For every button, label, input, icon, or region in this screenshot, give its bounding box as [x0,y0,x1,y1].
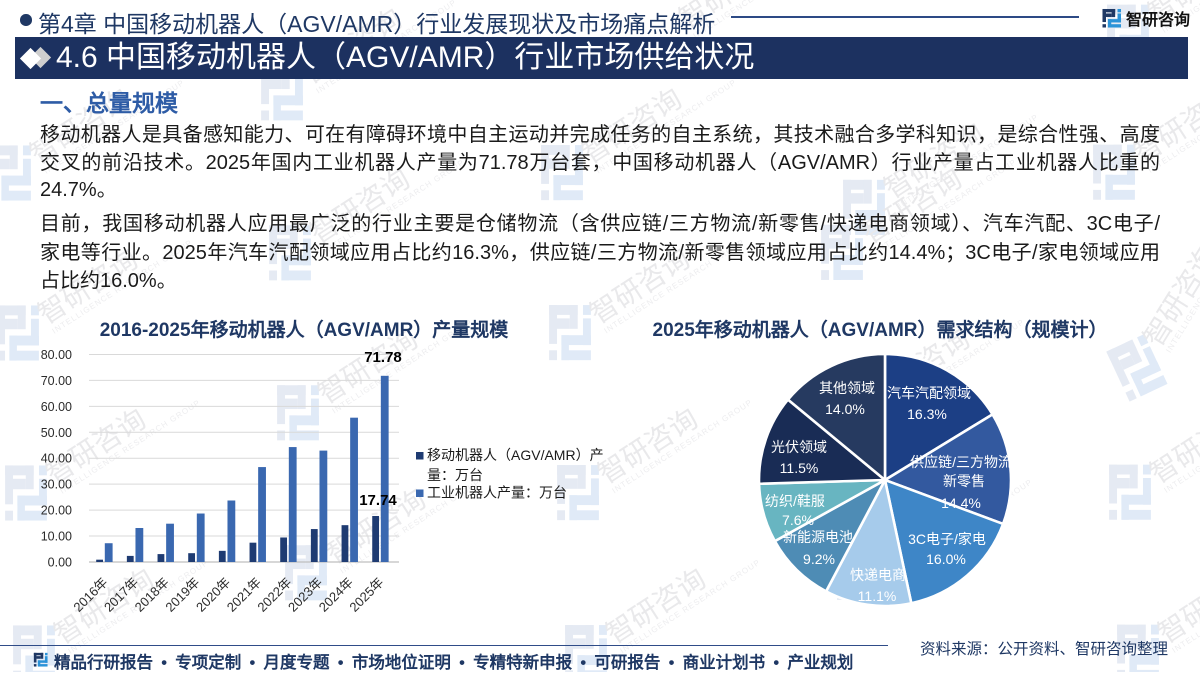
svg-text:9.2%: 9.2% [803,551,835,567]
svg-text:汽车汽配领域: 汽车汽配领域 [887,385,971,401]
svg-text:40.00: 40.00 [41,452,72,466]
svg-text:量：万台: 量：万台 [427,467,483,483]
svg-text:工业机器人产量：万台: 工业机器人产量：万台 [427,485,567,501]
svg-text:移动机器人（AGV/AMR）产: 移动机器人（AGV/AMR）产 [427,447,604,463]
svg-text:60.00: 60.00 [41,400,72,414]
svg-text:0.00: 0.00 [48,556,72,570]
svg-text:14.4%: 14.4% [941,495,981,511]
svg-text:3C电子/家电: 3C电子/家电 [908,531,986,547]
svg-text:20.00: 20.00 [41,504,72,518]
svg-text:30.00: 30.00 [41,478,72,492]
svg-text:11.5%: 11.5% [780,460,819,476]
svg-text:10.00: 10.00 [41,530,72,544]
svg-text:11.1%: 11.1% [858,588,897,604]
svg-text:70.00: 70.00 [41,374,72,388]
svg-text:17.74: 17.74 [359,492,397,509]
svg-text:16.0%: 16.0% [926,551,966,567]
svg-text:其他领域: 其他领域 [819,380,875,396]
svg-text:7.6%: 7.6% [782,512,814,528]
svg-text:快递电商: 快递电商 [850,567,906,583]
svg-text:14.0%: 14.0% [825,401,865,417]
svg-text:纺织/鞋服: 纺织/鞋服 [765,493,825,509]
svg-text:16.3%: 16.3% [907,406,947,422]
svg-text:新能源电池: 新能源电池 [783,529,853,545]
svg-text:71.78: 71.78 [364,349,402,366]
svg-text:新零售: 新零售 [943,473,985,489]
svg-text:光伏领域: 光伏领域 [771,439,827,455]
svg-text:供应链/三方物流/: 供应链/三方物流/ [910,454,1016,470]
svg-text:50.00: 50.00 [41,426,72,440]
svg-text:80.00: 80.00 [41,348,72,362]
